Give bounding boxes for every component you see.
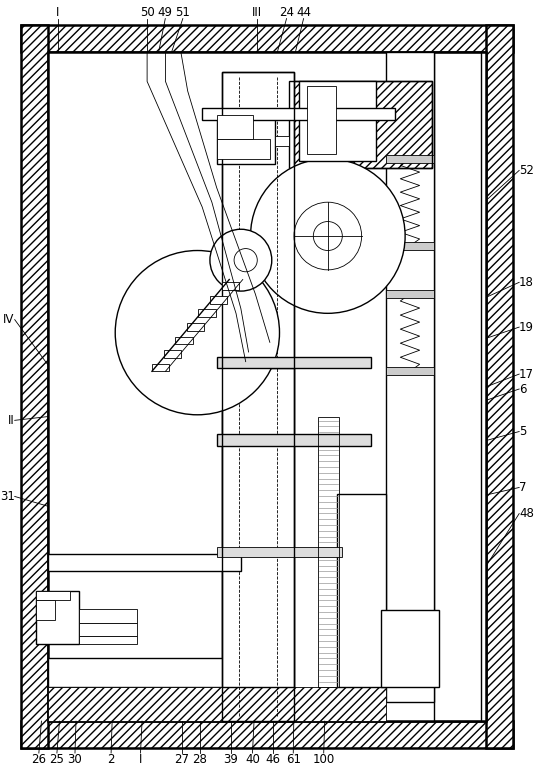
Bar (202, 108, 396, 120)
Bar (175, 337, 193, 344)
Bar (289, 81, 432, 168)
Text: IV: IV (3, 313, 15, 326)
Text: 2: 2 (107, 753, 115, 766)
Text: 48: 48 (519, 507, 534, 520)
Bar (318, 417, 340, 687)
Bar (48, 687, 386, 721)
Text: 61: 61 (286, 753, 301, 766)
Text: 44: 44 (296, 5, 311, 19)
Text: I: I (56, 5, 60, 19)
Bar (386, 52, 434, 702)
Bar (222, 368, 294, 687)
Bar (222, 72, 294, 721)
Text: 24: 24 (279, 5, 294, 19)
Text: 30: 30 (68, 753, 82, 766)
Circle shape (115, 250, 279, 415)
Bar (289, 81, 432, 168)
Bar (152, 364, 169, 371)
Text: 52: 52 (519, 164, 534, 177)
Text: I: I (139, 753, 142, 766)
Bar (274, 137, 289, 146)
Bar (20, 721, 513, 748)
Bar (48, 52, 486, 721)
Bar (48, 659, 260, 687)
Text: II: II (8, 414, 15, 427)
Bar (210, 296, 227, 303)
Bar (386, 155, 434, 163)
Bar (307, 86, 335, 154)
Bar (381, 610, 439, 687)
Text: 17: 17 (519, 367, 534, 381)
Bar (198, 310, 216, 317)
Bar (386, 367, 434, 375)
Bar (217, 357, 371, 368)
Bar (386, 290, 434, 298)
Text: 49: 49 (158, 5, 173, 19)
Bar (222, 72, 294, 721)
Text: 26: 26 (32, 753, 46, 766)
Bar (217, 140, 270, 159)
Text: 7: 7 (519, 481, 527, 494)
Text: 5: 5 (519, 425, 527, 438)
Bar (80, 636, 137, 644)
Bar (217, 547, 342, 557)
Bar (434, 52, 481, 721)
Text: 100: 100 (312, 753, 335, 766)
Bar (486, 25, 513, 748)
Bar (20, 25, 513, 52)
Circle shape (313, 222, 342, 250)
Text: III: III (252, 5, 262, 19)
Bar (217, 434, 371, 445)
Bar (337, 494, 386, 687)
Text: 18: 18 (519, 276, 534, 289)
Bar (217, 115, 254, 140)
Text: 39: 39 (223, 753, 238, 766)
Text: 50: 50 (140, 5, 154, 19)
Text: 27: 27 (174, 753, 189, 766)
Bar (36, 591, 80, 644)
Circle shape (234, 249, 257, 272)
Bar (222, 283, 239, 290)
Bar (36, 601, 56, 620)
Bar (299, 81, 376, 161)
Bar (80, 609, 137, 622)
Text: 28: 28 (192, 753, 207, 766)
Bar (187, 323, 204, 330)
Text: 40: 40 (245, 753, 260, 766)
Text: 6: 6 (519, 382, 527, 395)
Bar (434, 52, 481, 721)
Text: 51: 51 (175, 5, 190, 19)
Bar (386, 242, 434, 249)
Bar (48, 554, 241, 571)
Text: 31: 31 (0, 490, 15, 503)
Text: 19: 19 (519, 320, 534, 334)
Bar (20, 25, 48, 748)
Bar (163, 350, 181, 357)
Bar (36, 591, 70, 601)
Circle shape (210, 229, 272, 291)
Text: 46: 46 (265, 753, 281, 766)
Text: 25: 25 (50, 753, 65, 766)
Circle shape (250, 159, 405, 313)
Circle shape (294, 202, 362, 270)
Bar (80, 622, 137, 636)
Bar (217, 115, 274, 164)
